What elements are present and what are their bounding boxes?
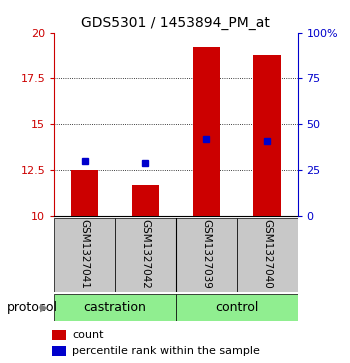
Text: control: control (215, 301, 258, 314)
Text: GSM1327040: GSM1327040 (262, 219, 272, 288)
Bar (176, 218, 237, 292)
Bar (132, 185, 159, 216)
Bar (115, 218, 176, 292)
Text: count: count (72, 330, 104, 340)
Text: percentile rank within the sample: percentile rank within the sample (72, 346, 260, 356)
Text: protocol: protocol (7, 301, 58, 314)
Title: GDS5301 / 1453894_PM_at: GDS5301 / 1453894_PM_at (82, 16, 270, 30)
Text: GSM1327042: GSM1327042 (140, 219, 150, 289)
Text: GSM1327041: GSM1327041 (80, 219, 90, 289)
Text: GSM1327039: GSM1327039 (201, 219, 211, 289)
Bar (71, 170, 98, 216)
Bar (54, 294, 176, 321)
Text: ▶: ▶ (40, 303, 49, 313)
Bar (176, 294, 298, 321)
Bar (52, 330, 66, 340)
Text: castration: castration (84, 301, 147, 314)
Bar (52, 346, 66, 356)
Bar (54, 218, 115, 292)
Bar (253, 55, 281, 216)
Bar (237, 218, 298, 292)
Bar (193, 47, 220, 216)
